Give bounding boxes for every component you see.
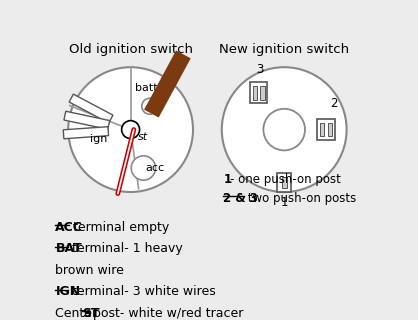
Text: st: st [138,132,148,142]
Bar [320,123,324,136]
Text: post- white w/red tracer: post- white w/red tracer [89,307,244,320]
Text: batt: batt [135,83,158,93]
Text: 2: 2 [330,97,338,110]
Text: IGN: IGN [56,285,81,298]
Polygon shape [144,51,191,117]
Text: ACC: ACC [56,221,83,234]
Text: acc: acc [145,163,164,173]
Bar [328,123,332,136]
Text: ST: ST [82,307,99,320]
Text: Center: Center [56,307,102,320]
Text: New ignition switch: New ignition switch [219,43,349,56]
Text: terminal- 1 heavy: terminal- 1 heavy [68,242,182,255]
Text: terminal- 3 white wires: terminal- 3 white wires [68,285,215,298]
Polygon shape [63,127,109,139]
Text: 1: 1 [223,173,232,186]
Text: BAT: BAT [56,242,82,255]
Circle shape [68,67,193,192]
Circle shape [222,67,347,192]
Bar [282,177,287,188]
Circle shape [263,109,305,150]
Bar [252,86,257,100]
Text: brown wire: brown wire [56,264,124,277]
Text: two push-on posts: two push-on posts [244,192,357,205]
Circle shape [122,121,140,139]
Text: 1: 1 [280,196,288,209]
Polygon shape [69,94,113,123]
Bar [250,82,268,103]
Text: ign: ign [90,134,107,144]
Circle shape [142,98,158,114]
Text: - one push-on post: - one push-on post [230,173,342,186]
Bar [317,119,334,140]
Polygon shape [64,111,110,129]
Bar [278,173,291,192]
Circle shape [131,156,155,180]
Bar [260,86,265,100]
Text: 2 & 3: 2 & 3 [223,192,258,205]
Text: Old ignition switch: Old ignition switch [69,43,193,56]
Text: 3: 3 [257,63,264,76]
Text: terminal empty: terminal empty [69,221,169,234]
